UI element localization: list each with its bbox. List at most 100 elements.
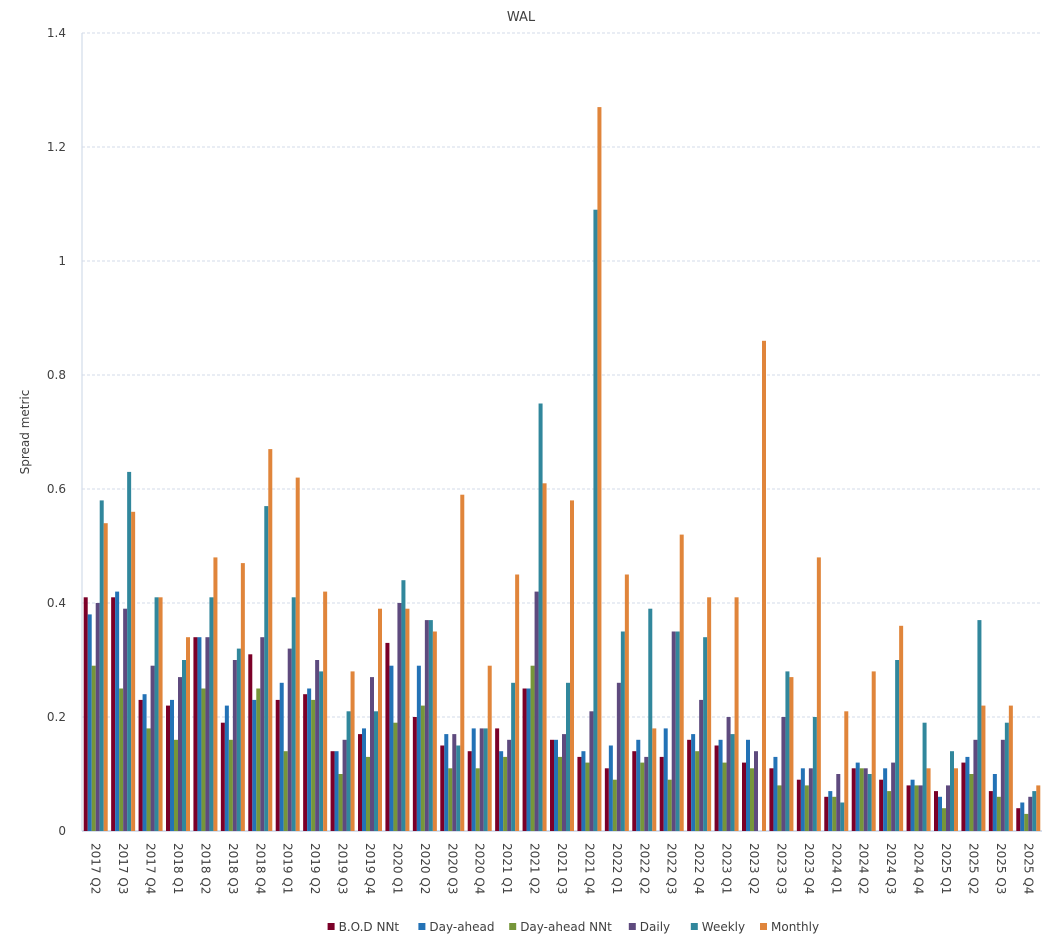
bar-weekly xyxy=(264,506,269,831)
bar-b-o-d-nnt xyxy=(906,785,911,831)
bar-monthly xyxy=(816,557,821,831)
x-tick-label: 2022 Q4 xyxy=(692,843,706,894)
y-tick-label: 1 xyxy=(58,254,66,268)
bar-b-o-d-nnt xyxy=(604,768,609,831)
bar-daily xyxy=(232,660,237,831)
bar-b-o-d-nnt xyxy=(275,699,280,831)
bar-day-ahead-nnt xyxy=(969,774,974,831)
bar-monthly xyxy=(460,494,465,831)
bar-b-o-d-nnt xyxy=(988,791,993,831)
legend-swatch xyxy=(760,923,767,930)
bar-daily xyxy=(342,739,347,831)
y-tick-label: 1.4 xyxy=(47,26,66,40)
bar-b-o-d-nnt xyxy=(248,654,253,831)
bar-b-o-d-nnt xyxy=(193,637,198,831)
x-tick-label: 2024 Q3 xyxy=(884,843,898,894)
bar-day-ahead xyxy=(608,745,613,831)
x-tick-label: 2017 Q3 xyxy=(116,843,130,894)
bar-weekly xyxy=(456,745,461,831)
bar-b-o-d-nnt xyxy=(687,739,692,831)
x-tick-label: 2019 Q2 xyxy=(308,843,322,894)
bar-day-ahead-nnt xyxy=(612,779,617,831)
bar-monthly xyxy=(734,597,739,831)
bar-daily xyxy=(287,648,292,831)
bar-weekly xyxy=(182,660,186,831)
bar-day-ahead-nnt xyxy=(832,796,837,831)
x-tick-label: 2018 Q1 xyxy=(171,843,185,894)
bar-day-ahead-nnt xyxy=(256,688,261,831)
bar-day-ahead-nnt xyxy=(804,785,809,831)
bar-monthly xyxy=(789,677,794,831)
x-tick-label: 2022 Q3 xyxy=(665,843,679,894)
bar-b-o-d-nnt xyxy=(330,751,335,831)
bar-monthly xyxy=(240,563,245,831)
bar-b-o-d-nnt xyxy=(385,642,390,831)
bar-day-ahead-nnt xyxy=(667,779,672,831)
bar-day-ahead xyxy=(197,637,202,831)
bar-monthly xyxy=(213,557,218,831)
bar-monthly xyxy=(1036,785,1041,831)
bar-weekly xyxy=(950,751,954,831)
bar-weekly xyxy=(209,597,214,831)
x-tick-label: 2023 Q2 xyxy=(747,843,761,894)
bar-day-ahead-nnt xyxy=(914,785,919,831)
x-tick-label: 2019 Q1 xyxy=(281,843,295,894)
bar-day-ahead xyxy=(581,751,586,831)
bar-daily xyxy=(671,631,676,831)
x-tick-label: 2022 Q2 xyxy=(637,843,651,894)
bar-weekly xyxy=(236,648,241,831)
x-tick-label: 2020 Q2 xyxy=(418,843,432,894)
bar-b-o-d-nnt xyxy=(961,762,966,831)
bar-daily xyxy=(918,785,923,831)
bar-weekly xyxy=(127,471,132,831)
x-tick-label: 2020 Q1 xyxy=(390,843,404,894)
x-tick-label: 2024 Q1 xyxy=(829,843,843,894)
bars xyxy=(83,107,1041,832)
legend-label: Day-ahead NNt xyxy=(520,920,612,934)
bar-daily xyxy=(973,739,978,831)
bar-daily xyxy=(616,682,621,831)
bar-daily xyxy=(589,711,594,831)
bar-b-o-d-nnt xyxy=(714,745,719,831)
y-tick-label: 0 xyxy=(58,824,66,838)
bar-daily xyxy=(781,717,786,831)
bar-b-o-d-nnt xyxy=(934,791,938,831)
bar-day-ahead-nnt xyxy=(393,722,398,831)
bar-day-ahead xyxy=(142,694,147,831)
legend-label: B.O.D NNt xyxy=(339,920,400,934)
bar-b-o-d-nnt xyxy=(522,688,527,831)
bar-day-ahead xyxy=(334,751,339,831)
bar-monthly xyxy=(186,637,190,831)
bar-weekly xyxy=(922,722,927,831)
x-tick-label: 2017 Q2 xyxy=(89,843,103,894)
bar-daily xyxy=(452,734,457,831)
bar-daily xyxy=(479,728,484,831)
bar-weekly xyxy=(593,209,598,831)
bar-weekly xyxy=(785,671,790,831)
bar-b-o-d-nnt xyxy=(879,779,884,831)
y-tick-label: 0.2 xyxy=(47,710,66,724)
y-tick-label: 0.6 xyxy=(47,482,66,496)
bar-day-ahead xyxy=(800,768,805,831)
bar-day-ahead-nnt xyxy=(366,756,370,831)
bar-day-ahead xyxy=(307,688,312,831)
bar-daily xyxy=(754,751,758,831)
bar-monthly xyxy=(844,711,849,831)
bar-b-o-d-nnt xyxy=(467,751,472,831)
bar-day-ahead xyxy=(416,665,421,831)
bar-day-ahead-nnt xyxy=(174,739,178,831)
legend-swatch xyxy=(509,923,517,930)
bar-day-ahead xyxy=(663,728,668,831)
bar-weekly xyxy=(620,631,625,831)
bar-day-ahead-nnt xyxy=(777,785,782,831)
bar-b-o-d-nnt xyxy=(550,739,554,831)
bar-daily xyxy=(205,637,210,831)
bar-daily xyxy=(260,637,265,831)
bar-weekly xyxy=(812,717,817,831)
bar-day-ahead-nnt xyxy=(503,756,508,831)
bar-day-ahead xyxy=(746,739,750,831)
bar-daily xyxy=(315,660,320,831)
bar-monthly xyxy=(432,631,437,831)
bar-day-ahead-nnt xyxy=(996,796,1001,831)
bar-monthly xyxy=(378,608,382,831)
